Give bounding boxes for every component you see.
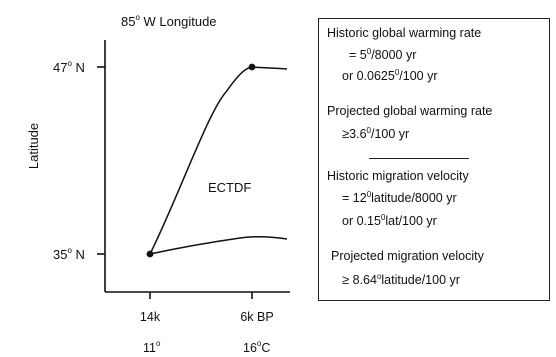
temp-label-16c: 16oC	[243, 339, 270, 355]
projected-velocity-label: Projected migration velocity	[331, 249, 484, 263]
projected-rate-label: Projected global warming rate	[327, 104, 493, 118]
info-box: Historic global warming rate = 50/8000 y…	[318, 18, 550, 301]
ectdf-label: ECTDF	[208, 180, 251, 195]
diagram-title: 85o W Longitude	[121, 13, 217, 29]
end-point-upper	[248, 63, 256, 71]
x-tick-label-6k-bp: 6k BP	[240, 310, 273, 324]
temp-label-11: 11o	[143, 339, 161, 355]
projected-rate-value: ≥3.60/100 yr	[342, 126, 410, 141]
historic-velocity-line2: or 0.150lat/100 yr	[342, 213, 437, 228]
y-axis-label: Latitude	[26, 123, 41, 169]
y-tick-label-47: 47o N	[53, 59, 85, 75]
section-divider	[369, 158, 469, 159]
upper-migration-curve	[149, 66, 288, 255]
historic-rate-label: Historic global warming rate	[327, 26, 482, 40]
lower-migration-curve	[149, 235, 288, 255]
historic-rate-line2: or 0.06250/100 yr	[342, 68, 438, 83]
historic-rate-line1: = 50/8000 yr	[349, 47, 417, 62]
historic-velocity-label: Historic migration velocity	[327, 169, 469, 183]
historic-velocity-line1: = 120latitude/8000 yr	[342, 190, 457, 205]
start-point	[146, 250, 154, 258]
x-tick-label-14k: 14k	[140, 310, 161, 324]
projected-velocity-value: ≥ 8.64olatitude/100 yr	[342, 272, 460, 287]
y-tick-label-35: 35o N	[53, 246, 85, 262]
